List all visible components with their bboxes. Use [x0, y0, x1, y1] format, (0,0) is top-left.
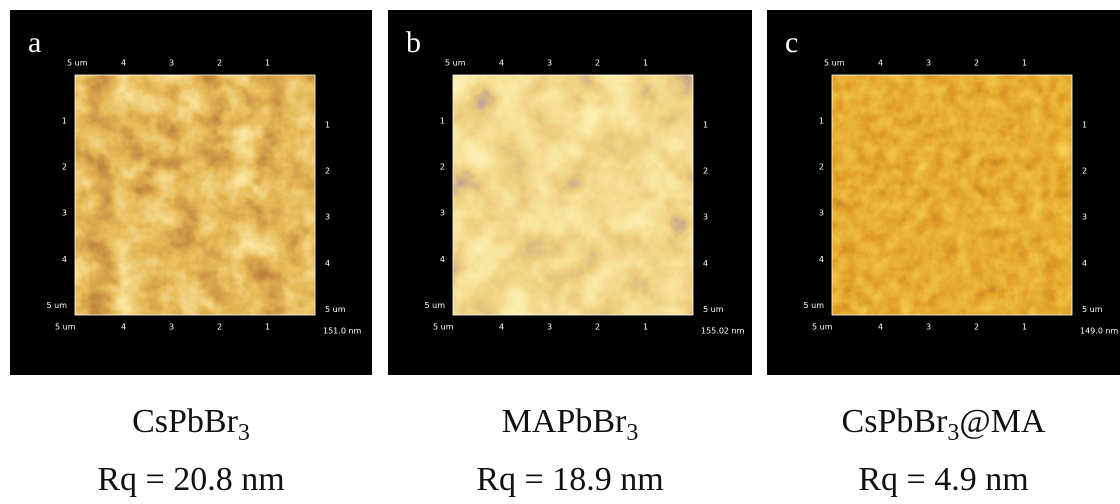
- afm-panel: b 5 um 4 3 2 1 5 um 4 3 2 1 1 2 3 4 5 um 1 2 3 4 5 um 155.02 …: [388, 10, 752, 498]
- right-tick-label: 4: [325, 259, 330, 268]
- right-tick-label: 2: [703, 167, 708, 176]
- right-tick-label: 5 um: [703, 305, 724, 314]
- top-tick-label: 5 um: [445, 59, 466, 68]
- bottom-tick-label: 4: [499, 323, 504, 332]
- left-tick-label: 1: [819, 117, 824, 126]
- right-tick-label: 2: [325, 167, 330, 176]
- bottom-tick-label: 5 um: [55, 323, 76, 332]
- bottom-tick-label: 4: [121, 323, 126, 332]
- roughness: Rq = 20.8 nm: [97, 461, 284, 498]
- image-frame: [74, 74, 316, 316]
- left-tick-label: 4: [62, 255, 67, 264]
- bottom-tick-label: 2: [595, 323, 600, 332]
- afm-panel: c 5 um 4 3 2 1 5 um 4 3 2 1 1 2 3 4 5 um 1 2 3 4 5 um 149.0 n…: [767, 10, 1120, 498]
- right-tick-label: 4: [1082, 259, 1087, 268]
- bottom-tick-label: 5 um: [812, 323, 833, 332]
- right-tick-label: 1: [325, 121, 330, 130]
- right-tick-label: 5 um: [325, 305, 346, 314]
- compound-main: CsPbBr: [842, 403, 948, 440]
- right-tick-label: 5 um: [1082, 305, 1103, 314]
- top-tick-label: 1: [1022, 59, 1027, 68]
- bottom-tick-label: 3: [926, 323, 931, 332]
- top-tick-label: 1: [643, 59, 648, 68]
- compound-subscript: 3: [626, 420, 638, 446]
- top-tick-label: 5 um: [67, 59, 88, 68]
- compound-subscript: 3: [238, 420, 250, 446]
- bottom-tick-label: 2: [974, 323, 979, 332]
- right-tick-label: 4: [703, 259, 708, 268]
- afm-image: [832, 75, 1072, 315]
- right-tick-label: 1: [1082, 121, 1087, 130]
- bottom-tick-label: 1: [1022, 323, 1027, 332]
- top-tick-label: 3: [169, 59, 174, 68]
- afm-image: [453, 75, 693, 315]
- roughness: Rq = 4.9 nm: [858, 461, 1028, 498]
- left-tick-label: 4: [819, 255, 824, 264]
- top-tick-label: 4: [499, 59, 504, 68]
- z-scale-label: 149.0 nm: [1080, 327, 1119, 336]
- right-tick-label: 1: [703, 121, 708, 130]
- image-frame: [452, 74, 694, 316]
- top-tick-label: 3: [926, 59, 931, 68]
- right-tick-label: 3: [703, 213, 708, 222]
- left-tick-label: 1: [440, 117, 445, 126]
- left-tick-label: 3: [62, 209, 67, 218]
- roughness: Rq = 18.9 nm: [476, 461, 663, 498]
- top-tick-label: 1: [265, 59, 270, 68]
- left-tick-label: 5 um: [425, 301, 446, 310]
- afm-panel: a 5 um 4 3 2 1 5 um 4 3 2 1 1 2 3 4 5 um 1 2 3 4 5 um 151.0 n…: [10, 10, 372, 498]
- left-tick-label: 4: [440, 255, 445, 264]
- top-tick-label: 4: [878, 59, 883, 68]
- top-tick-label: 2: [974, 59, 979, 68]
- bottom-tick-label: 2: [217, 323, 222, 332]
- left-tick-label: 3: [440, 209, 445, 218]
- left-tick-label: 1: [62, 117, 67, 126]
- right-tick-label: 3: [1082, 213, 1087, 222]
- left-tick-label: 5 um: [47, 301, 68, 310]
- top-tick-label: 3: [547, 59, 552, 68]
- left-tick-label: 2: [440, 163, 445, 172]
- compound-main: MAPbBr: [502, 403, 627, 440]
- compound-name: CsPbBr3: [132, 403, 250, 446]
- image-frame: [831, 74, 1073, 316]
- top-tick-label: 4: [121, 59, 126, 68]
- compound-subscript: 3: [947, 420, 959, 446]
- top-tick-label: 2: [595, 59, 600, 68]
- bottom-tick-label: 3: [169, 323, 174, 332]
- compound-name: MAPbBr3: [502, 403, 639, 446]
- afm-image: [75, 75, 315, 315]
- panel-letter: a: [28, 26, 41, 59]
- left-tick-label: 3: [819, 209, 824, 218]
- panel-letter: b: [406, 26, 421, 59]
- top-tick-label: 5 um: [824, 59, 845, 68]
- bottom-tick-label: 3: [547, 323, 552, 332]
- left-tick-label: 2: [819, 163, 824, 172]
- bottom-tick-label: 4: [878, 323, 883, 332]
- compound-suffix: @MA: [959, 403, 1046, 440]
- bottom-tick-label: 5 um: [433, 323, 454, 332]
- bottom-tick-label: 1: [643, 323, 648, 332]
- panel-letter: c: [785, 26, 798, 59]
- compound-main: CsPbBr: [132, 403, 238, 440]
- left-tick-label: 5 um: [804, 301, 825, 310]
- bottom-tick-label: 1: [265, 323, 270, 332]
- z-scale-label: 155.02 nm: [701, 327, 745, 336]
- right-tick-label: 3: [325, 213, 330, 222]
- z-scale-label: 151.0 nm: [323, 327, 362, 336]
- top-tick-label: 2: [217, 59, 222, 68]
- right-tick-label: 2: [1082, 167, 1087, 176]
- left-tick-label: 2: [62, 163, 67, 172]
- compound-name: CsPbBr3@MA: [842, 403, 1046, 446]
